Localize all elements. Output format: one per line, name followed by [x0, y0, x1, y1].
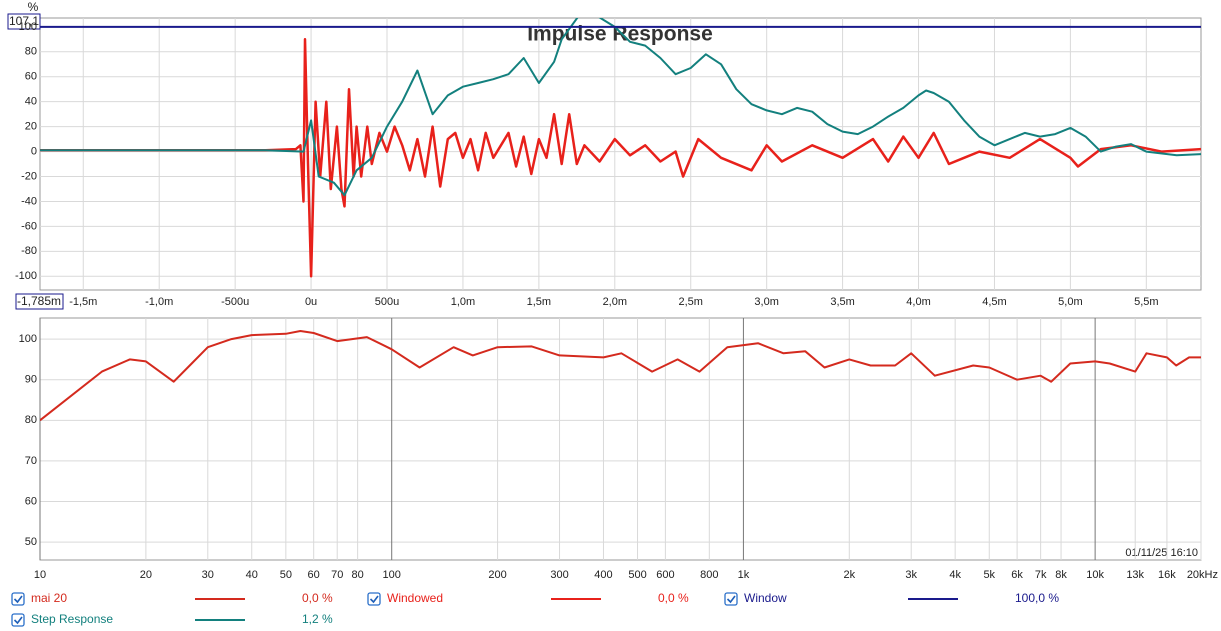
checkbox[interactable]	[367, 592, 381, 606]
x-tick-label: 60	[308, 569, 320, 581]
series-line	[40, 330, 1201, 422]
x-tick-label: 20	[140, 569, 152, 581]
checkmark	[13, 616, 23, 625]
checkbox[interactable]	[11, 613, 25, 627]
x-tick-label: 13k	[1126, 569, 1144, 581]
legend-value: 0,0 %	[658, 591, 689, 605]
series-line	[40, 38, 1201, 278]
y-tick-label: 60	[25, 495, 37, 507]
legend-value: 0,0 %	[302, 591, 333, 605]
x-tick-label: 10	[34, 569, 46, 581]
checkbox[interactable]	[11, 592, 25, 606]
x-tick-label: 500	[628, 569, 646, 581]
x-tick-label: 2,5m	[679, 296, 703, 308]
legend-label: mai 20	[31, 591, 67, 605]
x-tick-label: 5k	[983, 569, 995, 581]
x-tick-label: 3k	[905, 569, 917, 581]
y-tick-label: 60	[25, 71, 37, 83]
y-tick-label: 0	[31, 145, 37, 157]
legend-value: 1,2 %	[302, 612, 333, 626]
x-tick-label: 4k	[949, 569, 961, 581]
y-axis-label: %	[28, 0, 39, 14]
x-tick-label: 50	[280, 569, 292, 581]
y-tick-label: 80	[25, 414, 37, 426]
x-tick-label: 300	[550, 569, 568, 581]
value-box	[7, 13, 41, 30]
checkmark	[369, 595, 379, 604]
legend-value: 100,0 %	[1015, 591, 1059, 605]
x-tick-label: -1,5m	[69, 296, 97, 308]
legend-label: Step Response	[31, 612, 113, 626]
x-tick-label: 800	[700, 569, 718, 581]
x-tick-label: 1k	[738, 569, 750, 581]
legend: mai 20 0,0 % Windowed 0,0 % Window 100,0 % Ste…	[11, 591, 1059, 627]
y-tick-label: -40	[21, 195, 37, 207]
x-tick-label: 200	[488, 569, 506, 581]
x-tick-label: 8k	[1055, 569, 1067, 581]
y-tick-label: -60	[21, 220, 37, 232]
legend-label: Window	[744, 591, 787, 605]
y-tick-label: 100	[19, 21, 37, 33]
y-tick-label: -80	[21, 245, 37, 257]
series-line	[40, 18, 1201, 197]
x-tick-label: 3,0m	[754, 296, 778, 308]
x-tick-label: 1,0m	[451, 296, 475, 308]
x-tick-label: 40	[246, 569, 258, 581]
x-tick-label: 2,0m	[603, 296, 627, 308]
y-tick-label: 100	[19, 333, 37, 345]
checkmark	[13, 595, 23, 604]
y-tick-label: -100	[15, 270, 37, 282]
x-tick-label: -500u	[221, 296, 249, 308]
y-tick-label: -20	[21, 170, 37, 182]
x-tick-label: 80	[351, 569, 363, 581]
y-tick-label: 70	[25, 455, 37, 467]
x-tick-label: -1,0m	[145, 296, 173, 308]
y-top-label: 107,1	[9, 14, 39, 28]
x-tick-label: 20kHz	[1187, 569, 1218, 581]
x-tick-label: 5,5m	[1134, 296, 1158, 308]
chart-title: Impulse Response	[527, 23, 713, 46]
x-tick-label: 6k	[1011, 569, 1023, 581]
x-tick-label: 16k	[1158, 569, 1176, 581]
x-tick-label: 4,5m	[982, 296, 1006, 308]
y-tick-label: 20	[25, 121, 37, 133]
x-left-label: -1,785m	[17, 294, 61, 308]
x-tick-label: 3,5m	[830, 296, 854, 308]
x-tick-label: 70	[331, 569, 343, 581]
x-tick-label: 7k	[1035, 569, 1047, 581]
y-tick-label: 50	[25, 536, 37, 548]
x-tick-label: 5,0m	[1058, 296, 1082, 308]
x-tick-label: 100	[383, 569, 401, 581]
timestamp: 01/11/25 16:10	[1125, 547, 1198, 559]
plot-frame	[39, 17, 1202, 291]
x-tick-label: 600	[656, 569, 674, 581]
x-tick-label: 400	[594, 569, 612, 581]
x-tick-label: 1,5m	[527, 296, 551, 308]
checkbox[interactable]	[724, 592, 738, 606]
legend-label: Windowed	[387, 591, 443, 605]
x-tick-label: 0u	[305, 296, 317, 308]
value-box	[15, 293, 64, 310]
x-tick-label: 4,0m	[906, 296, 930, 308]
y-tick-label: 40	[25, 96, 37, 108]
checkmark	[726, 595, 736, 604]
x-tick-label: 2k	[843, 569, 855, 581]
y-tick-label: 80	[25, 46, 37, 58]
x-tick-label: 500u	[375, 296, 399, 308]
x-tick-label: 30	[202, 569, 214, 581]
x-tick-label: 10k	[1086, 569, 1104, 581]
y-tick-label: 90	[25, 374, 37, 386]
